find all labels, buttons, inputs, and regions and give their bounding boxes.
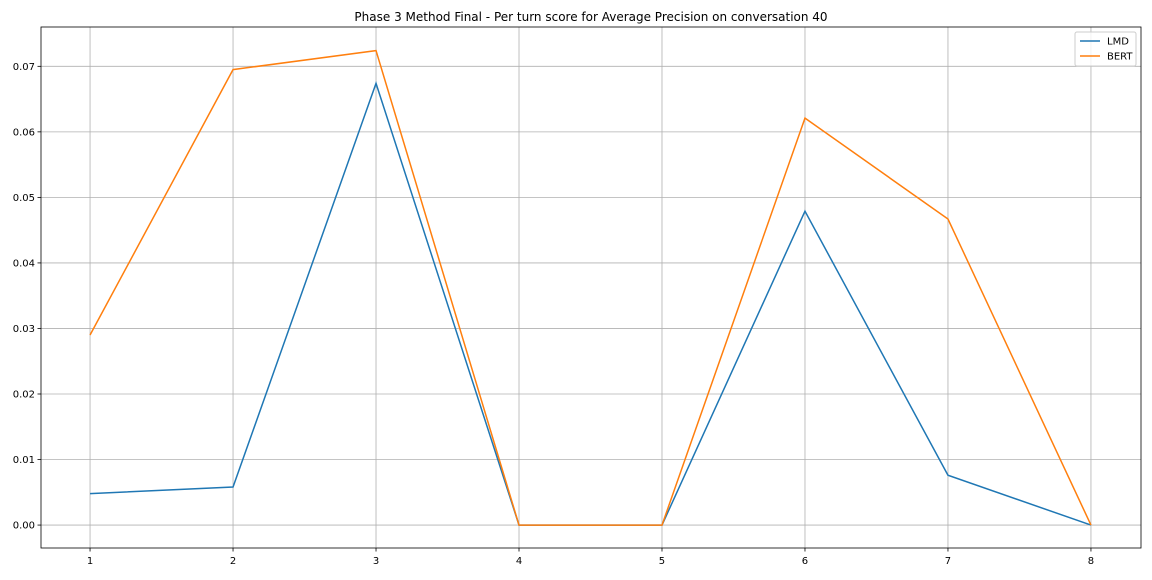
- y-tick-label: 0.04: [13, 258, 35, 269]
- x-tick-label: 5: [659, 556, 665, 567]
- x-tick-label: 6: [802, 556, 808, 567]
- x-tick-label: 4: [516, 556, 522, 567]
- x-tick-label: 7: [945, 556, 951, 567]
- legend-label-bert: BERT: [1107, 52, 1133, 63]
- y-tick-label: 0.03: [13, 324, 35, 335]
- series-line-lmd: [90, 81, 1092, 526]
- y-tick-label: 0.02: [13, 389, 35, 400]
- axis-ticks: 1 2 3 4 5 6 7 8 0.00 0.01 0.02 0.03 0.04 0.05 0.06 0.07: [13, 62, 1094, 567]
- x-tick-label: 2: [230, 556, 236, 567]
- y-tick-label: 0.01: [13, 455, 35, 466]
- x-tick-label: 1: [87, 556, 93, 567]
- x-tick-label: 3: [373, 556, 379, 567]
- y-tick-label: 0.07: [13, 62, 35, 73]
- series-line-bert: [89, 49, 1092, 526]
- y-tick-label: 0.05: [13, 193, 35, 204]
- series-lines: [89, 49, 1092, 526]
- legend-label-lmd: LMD: [1107, 37, 1129, 48]
- y-tick-label: 0.00: [13, 521, 35, 532]
- y-tick-label: 0.06: [13, 127, 35, 138]
- plot-frame: [40, 26, 1142, 549]
- x-tick-label: 8: [1088, 556, 1094, 567]
- legend: LMD BERT: [1074, 31, 1137, 67]
- chart-title: Phase 3 Method Final - Per turn score fo…: [354, 10, 827, 24]
- grid: [41, 27, 1141, 548]
